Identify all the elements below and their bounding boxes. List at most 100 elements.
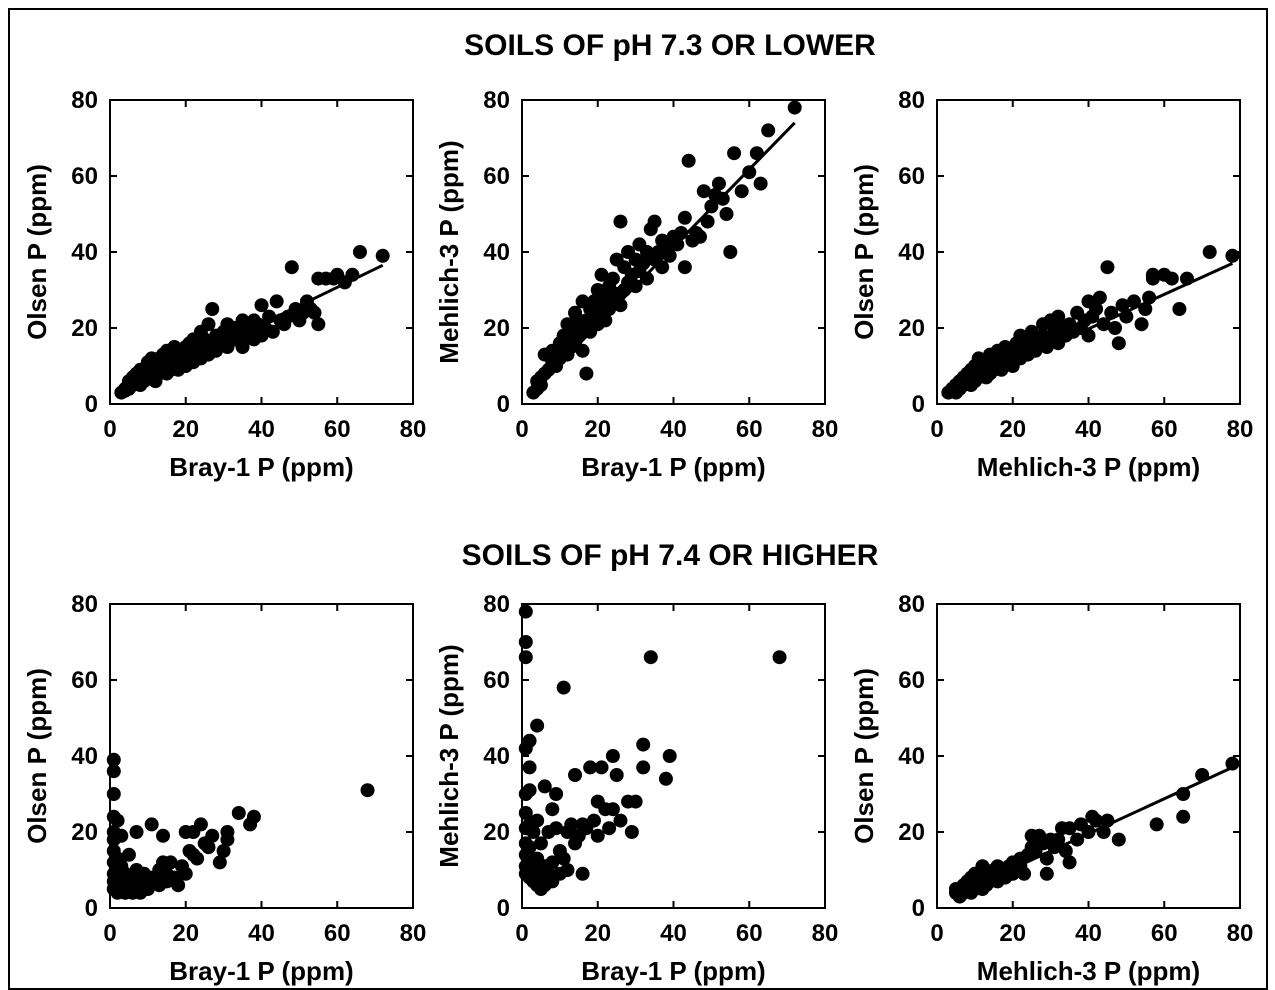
y-tick-label: 20	[898, 315, 925, 342]
data-point	[556, 680, 571, 695]
x-axis-label: Bray-1 P (ppm)	[581, 956, 765, 986]
data-point	[1164, 271, 1179, 286]
x-tick-label: 40	[248, 920, 275, 947]
data-point	[636, 760, 651, 775]
x-tick-label: 80	[1227, 416, 1254, 443]
data-point	[693, 229, 708, 244]
x-tick-label: 0	[103, 920, 116, 947]
scatter-chart-5: 0 20 40 60 80 0 20 40 60 80 Bray-1 P (ppm) Mehlich-…	[434, 591, 838, 986]
data-point	[636, 737, 651, 752]
data-point	[110, 813, 125, 828]
scatter-chart-1: 0 20 40 60 80 0 20 40 60 80 Bray-1 P (ppm) Olsen P …	[22, 87, 426, 482]
outer-border	[8, 8, 1268, 990]
x-tick-label: 0	[930, 416, 943, 443]
data-point	[360, 783, 375, 798]
data-point	[235, 340, 250, 354]
x-tick-label: 40	[660, 920, 687, 947]
data-point	[129, 825, 144, 839]
y-tick-label: 60	[71, 667, 98, 694]
data-point	[575, 343, 590, 358]
plot-frame	[109, 603, 414, 909]
y-tick-label: 80	[898, 87, 925, 114]
data-point	[583, 760, 598, 775]
data-point	[265, 324, 280, 339]
x-axis-label: Bray-1 P (ppm)	[169, 956, 353, 986]
data-point	[1024, 324, 1039, 339]
x-tick-label: 0	[103, 416, 116, 443]
data-point	[742, 165, 757, 180]
data-point	[586, 813, 601, 828]
data-point	[636, 256, 651, 271]
data-point	[1176, 809, 1191, 824]
y-tick-label: 20	[898, 819, 925, 846]
regression-line	[955, 766, 1234, 897]
x-tick-label: 80	[400, 416, 427, 443]
charts-container: 0 20 40 60 80 0 20 40 60 80 Bray-1 P (ppm) Olsen P …	[22, 87, 1253, 986]
y-tick-label: 0	[497, 391, 510, 418]
data-point	[1017, 866, 1032, 881]
data-point	[590, 828, 605, 843]
data-point	[1172, 302, 1187, 316]
data-point	[624, 825, 639, 839]
data-point	[375, 248, 390, 263]
x-tick-label: 80	[400, 920, 427, 947]
data-point	[662, 749, 677, 763]
y-tick-label: 40	[483, 743, 510, 770]
y-tick-label: 40	[898, 239, 925, 266]
scatter-chart-6: 0 20 40 60 80 0 20 40 60 80 Mehlich-3 P (ppm) Olsen…	[849, 591, 1253, 986]
data-point	[605, 802, 620, 817]
y-tick-label: 40	[71, 239, 98, 266]
data-point	[1111, 832, 1126, 847]
x-tick-label: 0	[515, 920, 528, 947]
x-axis-label: Bray-1 P (ppm)	[581, 452, 765, 482]
x-tick-label: 60	[736, 416, 763, 443]
x-tick-label: 80	[1227, 920, 1254, 947]
scatter-chart-2: 0 20 40 60 80 0 20 40 60 80 Bray-1 P (ppm) Mehlich-…	[434, 87, 838, 482]
data-point	[1108, 321, 1123, 335]
data-point	[1134, 317, 1149, 332]
data-point	[526, 825, 541, 839]
data-point	[772, 650, 787, 665]
data-point	[727, 146, 742, 161]
scatter-chart-4: 0 20 40 60 80 0 20 40 60 80 Bray-1 P (ppm) Olsen P …	[22, 591, 426, 986]
x-tick-label: 20	[999, 920, 1026, 947]
data-point	[1058, 844, 1073, 858]
data-point	[1126, 294, 1141, 309]
y-tick-label: 20	[71, 315, 98, 342]
data-point	[613, 214, 628, 229]
data-point	[575, 866, 590, 881]
data-point	[787, 100, 802, 115]
data-point	[205, 302, 220, 316]
x-tick-label: 0	[930, 920, 943, 947]
x-tick-label: 20	[584, 920, 611, 947]
data-point	[761, 123, 776, 138]
data-point	[696, 184, 711, 199]
data-point	[171, 878, 186, 893]
y-axis-label: Mehlich-3 P (ppm)	[434, 644, 464, 867]
data-point	[1062, 855, 1077, 870]
x-tick-label: 60	[736, 920, 763, 947]
data-point	[549, 821, 564, 836]
data-point	[700, 214, 715, 229]
data-point	[522, 760, 537, 775]
data-point	[246, 809, 261, 824]
data-point	[530, 718, 545, 733]
data-point	[1051, 832, 1066, 847]
y-axis-label: Olsen P (ppm)	[22, 164, 52, 340]
data-point	[231, 806, 246, 820]
data-point	[121, 847, 136, 862]
data-point	[605, 271, 620, 286]
data-point	[106, 787, 121, 801]
data-point	[1115, 298, 1130, 313]
x-axis-label: Mehlich-3 P (ppm)	[977, 956, 1200, 986]
x-tick-label: 20	[584, 416, 611, 443]
data-point	[1149, 817, 1164, 832]
data-point	[639, 271, 654, 286]
y-tick-label: 80	[71, 591, 98, 618]
y-tick-label: 20	[71, 819, 98, 846]
data-point	[568, 768, 583, 782]
y-tick-label: 0	[912, 895, 925, 922]
y-axis-label: Mehlich-3 P (ppm)	[434, 140, 464, 363]
data-point	[254, 298, 269, 313]
data-point	[106, 752, 121, 767]
